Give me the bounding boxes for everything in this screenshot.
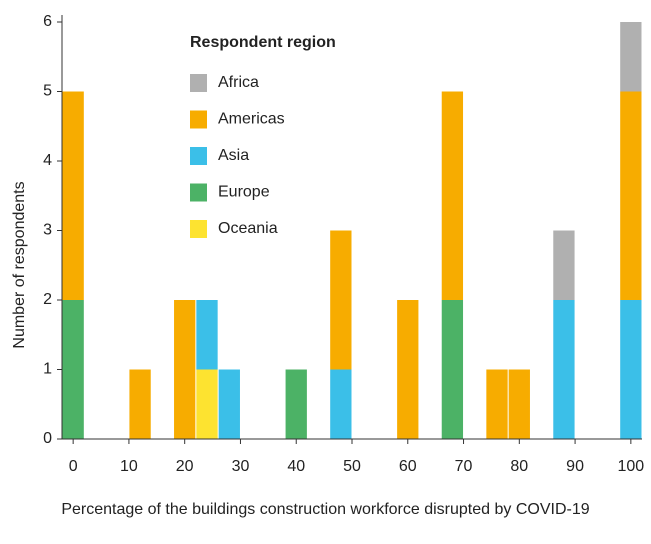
legend-title: Respondent region <box>190 34 336 51</box>
x-tick-label: 0 <box>69 458 78 475</box>
x-tick-label: 20 <box>176 458 194 475</box>
x-tick-label: 90 <box>566 458 584 475</box>
bar-segment <box>62 300 84 439</box>
bar-segment <box>620 22 642 92</box>
bar-segment <box>620 300 642 439</box>
y-tick-label: 5 <box>43 83 52 100</box>
bar-segment <box>553 300 575 439</box>
x-tick-label: 70 <box>455 458 473 475</box>
x-tick-label: 30 <box>232 458 250 475</box>
legend-swatch <box>190 183 207 202</box>
legend-swatch <box>190 220 207 238</box>
y-axis-label: Number of respondents <box>11 181 28 348</box>
legend-swatch <box>190 74 207 92</box>
legend-swatch <box>190 110 207 129</box>
x-tick-label: 80 <box>510 458 528 475</box>
bar-segment <box>486 369 508 439</box>
bar-segment <box>441 91 464 300</box>
legend-label: Oceania <box>218 220 278 237</box>
bar-segment <box>508 369 530 439</box>
x-axis-label: Percentage of the buildings construction… <box>61 501 590 518</box>
bar-segment <box>218 369 240 439</box>
bar-segment <box>285 369 307 439</box>
legend-label: Europe <box>218 184 270 201</box>
bar-segment <box>196 369 218 439</box>
bar-segment <box>129 369 151 439</box>
bar-segment <box>62 91 84 300</box>
legend-label: Asia <box>218 147 249 164</box>
x-tick-label: 50 <box>343 458 361 475</box>
bar-segment <box>553 230 575 300</box>
legend-swatch <box>190 147 207 165</box>
legend-label: Americas <box>218 111 285 128</box>
x-tick-label: 40 <box>287 458 305 475</box>
x-tick-label: 10 <box>120 458 138 475</box>
bar-segment <box>330 369 352 439</box>
y-tick-label: 4 <box>43 152 52 169</box>
bar-segment <box>620 91 642 300</box>
bar-segment <box>330 230 352 370</box>
y-tick-label: 6 <box>43 13 52 30</box>
x-tick-label: 100 <box>617 458 644 475</box>
legend-label: Africa <box>218 74 259 91</box>
bar-segment <box>397 300 419 439</box>
y-tick-label: 3 <box>43 222 52 239</box>
bar-segment <box>441 300 464 439</box>
y-tick-label: 0 <box>43 430 52 447</box>
bar-segment <box>174 300 196 439</box>
y-tick-label: 1 <box>43 361 52 378</box>
y-tick-label: 2 <box>43 291 52 308</box>
x-tick-label: 60 <box>399 458 417 475</box>
bar-segment <box>196 300 218 370</box>
